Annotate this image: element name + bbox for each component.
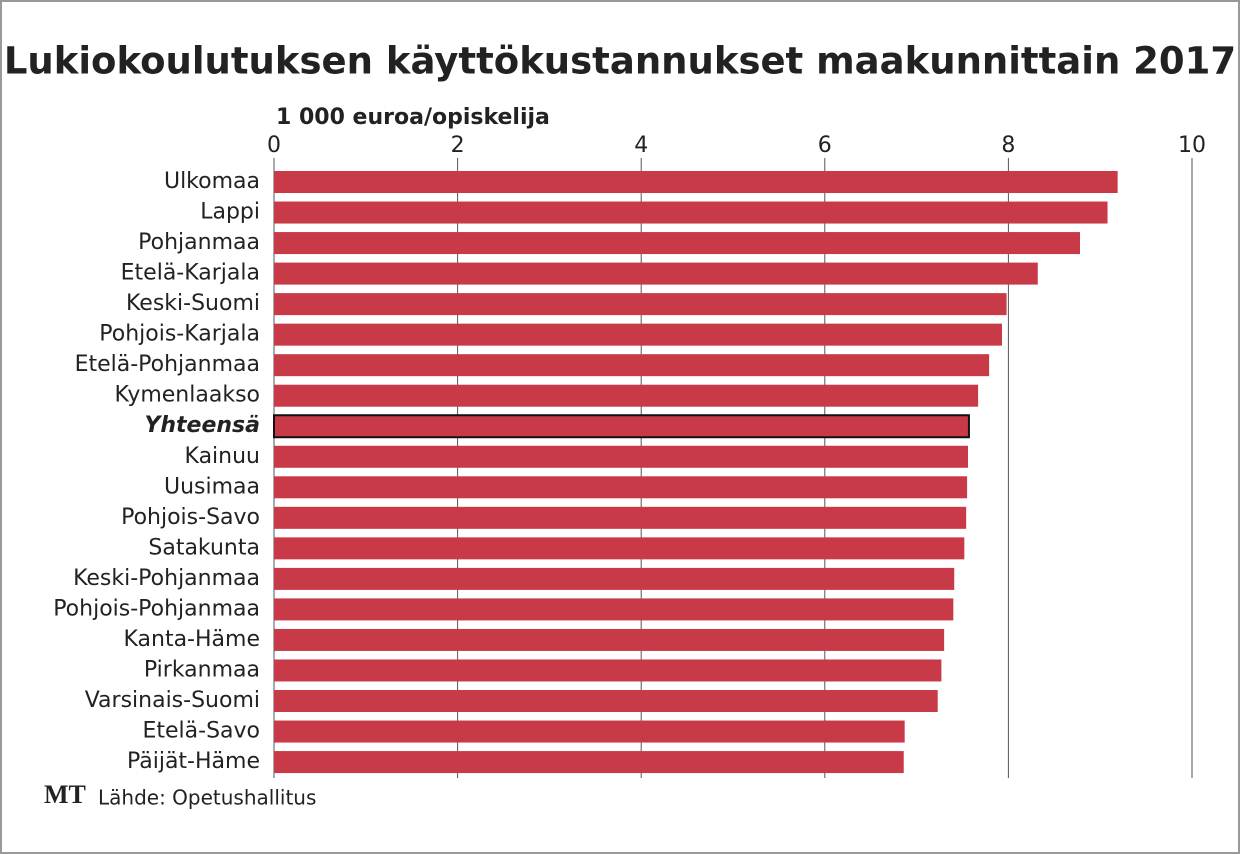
y-tick-label: Päijät-Häme	[127, 749, 260, 774]
bar	[274, 201, 1108, 224]
y-tick-label: Uusimaa	[164, 474, 260, 499]
bar	[274, 690, 938, 713]
bar	[274, 506, 967, 529]
source: Lähde: Opetushallitus	[98, 786, 316, 810]
y-tick-label: Kainuu	[185, 444, 260, 469]
bar	[274, 293, 1007, 316]
y-tick-label: Pohjois-Karjala	[99, 322, 260, 347]
bar	[274, 445, 969, 468]
y-tick-label: Pirkanmaa	[144, 657, 260, 682]
y-tick-label: Etelä-Savo	[142, 719, 260, 744]
y-tick-label: Etelä-Karjala	[121, 261, 260, 286]
y-tick-label: Yhteensä	[144, 413, 260, 438]
y-tick-label: Ulkomaa	[164, 169, 260, 194]
y-tick-label: Etelä-Pohjanmaa	[75, 352, 260, 377]
bar	[274, 628, 945, 651]
bar	[274, 262, 1038, 285]
y-tick-label: Kanta-Häme	[123, 627, 260, 652]
bar	[274, 720, 905, 743]
x-tick-label: 2	[451, 133, 465, 158]
y-tick-label: Satakunta	[148, 535, 260, 560]
bar	[274, 751, 904, 774]
logo: MT	[44, 780, 86, 809]
x-tick-label: 6	[818, 133, 832, 158]
x-tick-label: 0	[267, 133, 281, 158]
x-tick-label: 4	[634, 133, 648, 158]
bar	[274, 171, 1118, 193]
y-tick-label: Keski-Suomi	[126, 291, 260, 316]
bar	[274, 476, 968, 499]
bar	[274, 384, 979, 407]
bar	[274, 232, 1081, 255]
y-tick-label: Pohjois-Pohjanmaa	[53, 596, 260, 621]
bar	[274, 567, 955, 590]
bar	[274, 537, 965, 560]
y-tick-label: Keski-Pohjanmaa	[73, 566, 260, 591]
bar	[273, 414, 970, 439]
bar	[274, 354, 990, 377]
x-tick-label: 8	[1001, 133, 1015, 158]
axis-title: 1 000 euroa/opiskelija	[276, 105, 550, 130]
bar	[274, 659, 942, 682]
y-tick-label: Pohjanmaa	[138, 230, 260, 255]
x-tick-label: 10	[1178, 133, 1206, 158]
y-tick-label: Pohjois-Savo	[121, 505, 260, 530]
y-tick-label: Lappi	[200, 200, 260, 225]
y-tick-label: Kymenlaakso	[115, 383, 261, 408]
y-tick-label: Varsinais-Suomi	[85, 688, 260, 713]
bar	[274, 598, 954, 621]
bar	[274, 323, 1002, 346]
chart-title: Lukiokoulutuksen käyttökustannukset maak…	[4, 40, 1236, 83]
